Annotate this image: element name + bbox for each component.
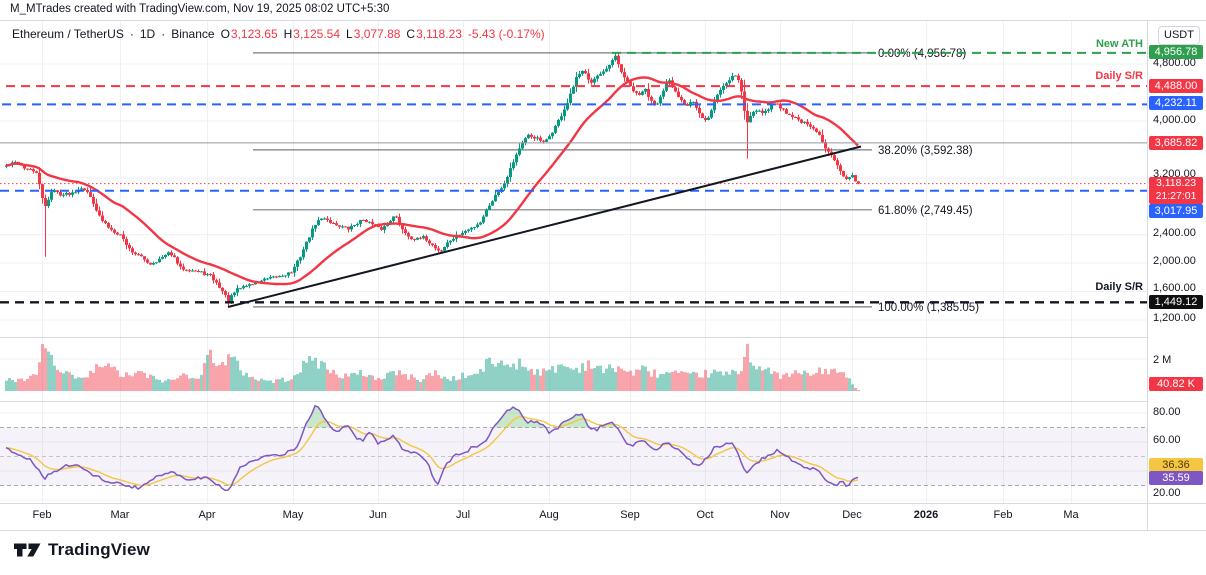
month-label: May [282,509,304,521]
axis-tick-label: 80.00 [1153,406,1181,418]
daily-sr-bottom-price-label: 1,449.12 [1149,295,1203,309]
rsi-ma-value-label: 36.36 [1149,458,1203,472]
month-label: Dec [842,509,862,521]
last-price-countdown-label: 3,118.23 21:27:01 [1149,176,1203,204]
month-label: Aug [539,509,559,521]
month-label: Sep [620,509,640,521]
month-label: Mar [110,509,130,521]
axis-tick-label: 2,400.00 [1153,227,1196,239]
tradingview-logo-text: TradingView [48,540,151,559]
tradingview-logo[interactable]: TradingView [14,540,150,560]
volume-value-label: 40.82 K [1149,377,1203,391]
ohlc-low: L 3,077.88 [346,27,401,41]
separator-dot: · [129,27,134,41]
month-label: Feb [993,509,1013,521]
change-label: -5.43 (-0.17%) [467,27,545,41]
fib-label: 0.00% (4,956.78) [878,48,966,60]
price-axis[interactable]: 4,800.00 4,000.00 3,200.00 2,400.00 2,000.00… [1148,20,1206,530]
daily-sr-top-price-label: 4,488.00 [1149,79,1203,93]
ohlc-close: C 3,118.23 [406,27,462,41]
axis-tick-label: 1,200.00 [1153,312,1196,324]
ohlc-open: O 3,123.65 [220,27,278,41]
axis-tick-label: 2,000.00 [1153,255,1196,267]
fib-label: 100.00% (1,385.05) [878,302,979,314]
currency-unit-button[interactable]: USDT [1158,26,1200,45]
month-label: Nov [770,509,790,521]
ma-value-label: 3,685.82 [1149,136,1203,150]
ath-price-label: 4,956.78 [1149,45,1203,59]
axis-tick-label: 2 M [1153,354,1172,366]
month-label: Jul [455,509,471,521]
month-label: Feb [32,509,52,521]
time-axis[interactable]: Feb Mar Apr May Jun Jul Aug Sep Oct Nov Dec 2026 Feb… [0,509,1206,525]
fib-label: 38.20% (3,592.38) [878,145,973,157]
rsi-value-label: 35.59 [1149,471,1203,485]
exchange-label[interactable]: Binance [171,27,215,41]
axis-tick-label: 60.00 [1153,434,1181,446]
new-ath-annotation: New ATH [1095,38,1143,50]
ohlc-high: H 3,125.54 [283,27,341,41]
axis-tick-label: 4,000.00 [1153,114,1196,126]
daily-sr-bottom-annotation: Daily S/R [1095,281,1143,293]
month-label: Ma [1063,509,1079,521]
axis-tick-label: 1,600.00 [1153,282,1196,294]
blue-level-upper-price-label: 4,232.11 [1149,96,1203,110]
interval-label[interactable]: 1D [139,27,156,41]
symbol-row: Ethereum / TetherUS · 1D · Binance O 3,12… [12,27,545,41]
month-label: Oct [696,509,714,521]
axis-tick-label: 4,800.00 [1153,57,1196,69]
tradingview-logo-icon [14,543,41,557]
separator-dot: · [161,27,166,41]
month-label: Apr [198,509,216,521]
symbol-name[interactable]: Ethereum / TetherUS [12,27,124,41]
month-label: Jun [369,509,387,521]
fib-label: 61.80% (2,749.45) [878,205,973,217]
month-label: 2026 [913,509,939,521]
axis-tick-label: 20.00 [1153,487,1181,499]
blue-level-lower-price-label: 3,017.95 [1149,204,1203,218]
daily-sr-top-annotation: Daily S/R [1095,70,1143,82]
credit-text: M_MTrades created with TradingView.com, … [10,3,390,15]
